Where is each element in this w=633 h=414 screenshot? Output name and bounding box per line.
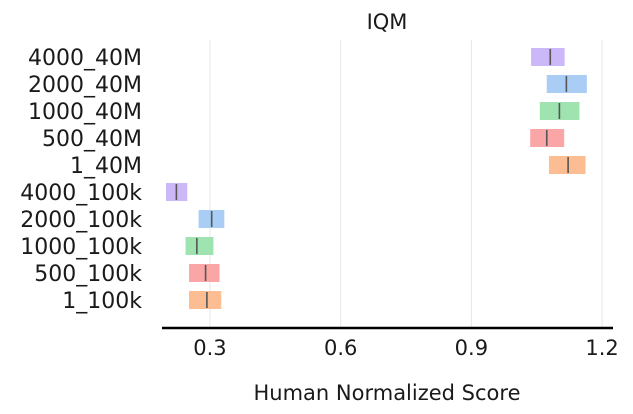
y-tick-label: 2000_40M [28,73,142,98]
x-tick-labels: 0.3 0.6 0.9 1.2 [193,336,619,360]
chart-title: IQM [367,10,408,34]
x-axis-label: Human Normalized Score [254,381,521,405]
interval-bar [548,156,586,174]
y-tick-label: 1000_40M [28,100,142,125]
y-tick-label: 2000_100k [20,208,142,233]
x-tick-label: 0.3 [193,336,226,360]
interval-bar [185,237,214,255]
interval-bar [189,264,220,282]
y-tick-label: 1_40M [70,154,142,179]
y-tick-label: 500_40M [42,127,142,152]
x-tick-label: 0.6 [324,336,357,360]
x-tick-label: 0.9 [455,336,488,360]
x-tick-label: 1.2 [585,336,618,360]
interval-bars [165,48,587,309]
y-tick-label: 4000_40M [28,46,142,71]
y-tick-label: 500_100k [34,262,142,287]
interval-bar [189,291,222,309]
y-tick-labels: 4000_40M2000_40M1000_40M500_40M1_40M4000… [20,46,142,314]
y-tick-label: 1_100k [62,289,142,314]
y-tick-label: 1000_100k [20,235,142,260]
gridlines [209,40,603,328]
interval-bar [531,48,565,66]
y-tick-label: 4000_100k [20,181,142,206]
